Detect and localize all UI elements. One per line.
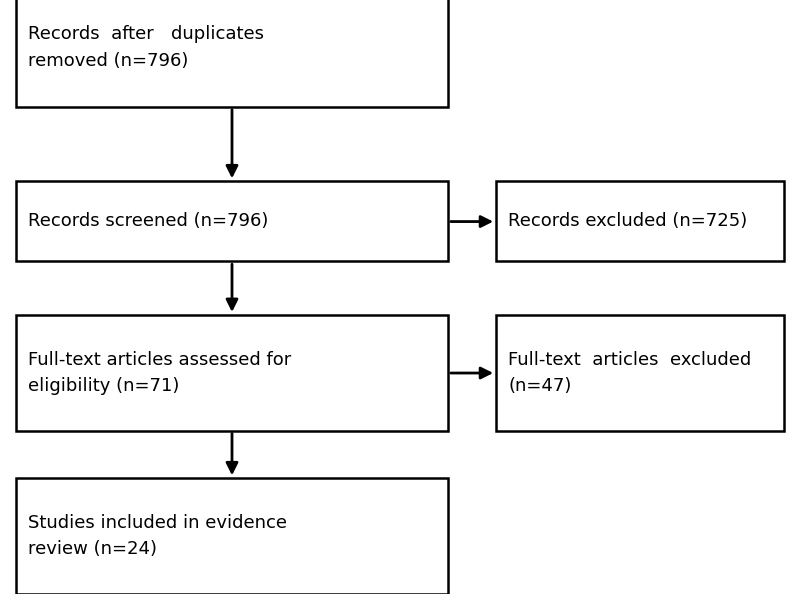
Text: Studies included in evidence
review (n=24): Studies included in evidence review (n=2… bbox=[28, 514, 287, 558]
FancyBboxPatch shape bbox=[16, 315, 448, 431]
Text: Records screened (n=796): Records screened (n=796) bbox=[28, 212, 268, 230]
FancyBboxPatch shape bbox=[16, 181, 448, 261]
FancyBboxPatch shape bbox=[496, 315, 784, 431]
FancyBboxPatch shape bbox=[16, 478, 448, 594]
Text: Records  after   duplicates
removed (n=796): Records after duplicates removed (n=796) bbox=[28, 26, 264, 69]
FancyBboxPatch shape bbox=[16, 0, 448, 107]
Text: Full-text articles assessed for
eligibility (n=71): Full-text articles assessed for eligibil… bbox=[28, 350, 291, 395]
FancyBboxPatch shape bbox=[496, 181, 784, 261]
Text: Records excluded (n=725): Records excluded (n=725) bbox=[508, 212, 747, 230]
Text: Full-text  articles  excluded
(n=47): Full-text articles excluded (n=47) bbox=[508, 350, 751, 395]
